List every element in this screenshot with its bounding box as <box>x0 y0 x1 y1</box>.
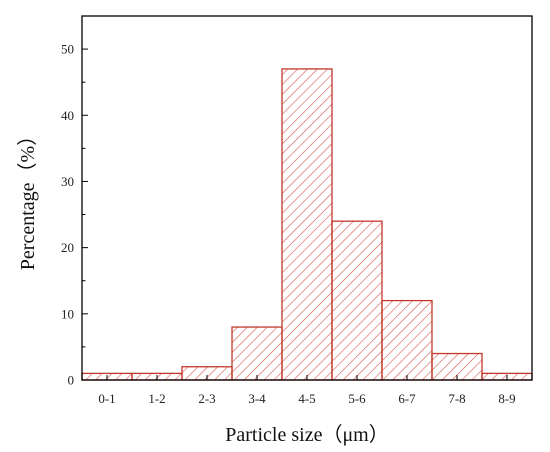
bar-6-7 <box>381 299 433 381</box>
x-tick-label: 3-4 <box>248 391 266 406</box>
x-tick-label: 6-7 <box>398 391 416 406</box>
y-tick-label: 30 <box>61 174 74 189</box>
y-tick-label: 20 <box>61 240 74 255</box>
y-tick-label: 10 <box>61 306 74 321</box>
y-tick-label: 0 <box>68 373 75 388</box>
bar-3-4 <box>231 326 283 381</box>
y-tick-label: 50 <box>61 42 74 57</box>
x-tick-label: 7-8 <box>448 391 465 406</box>
y-tick-label: 40 <box>61 108 74 123</box>
x-tick-label: 5-6 <box>348 391 366 406</box>
bars-group <box>81 68 533 381</box>
x-tick-label: 8-9 <box>498 391 515 406</box>
x-tick-label: 4-5 <box>298 391 315 406</box>
x-axis-title: Particle size（μm） <box>225 423 388 446</box>
y-axis-title: Percentage（%） <box>16 126 39 270</box>
bar-4-5 <box>281 68 333 381</box>
y-axis: 0 10 20 30 40 50 <box>61 42 88 388</box>
x-tick-label: 2-3 <box>198 391 215 406</box>
bar-5-6 <box>331 220 383 381</box>
x-axis: 0-1 1-2 2-3 3-4 4-5 5-6 6-7 7-8 8-9 <box>98 375 516 406</box>
x-tick-label: 0-1 <box>98 391 115 406</box>
x-tick-label: 1-2 <box>148 391 165 406</box>
